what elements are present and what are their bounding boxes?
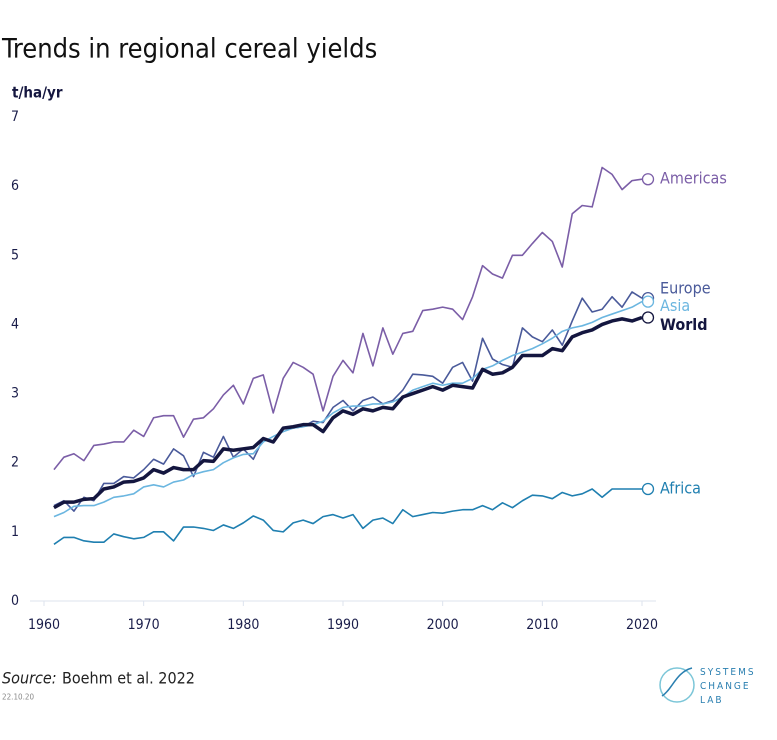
end-marker bbox=[641, 173, 655, 186]
logo: SYSTEMS CHANGE LAB bbox=[659, 667, 756, 706]
source: Boehm et al. 2022 bbox=[62, 669, 195, 688]
logo-ring bbox=[659, 667, 695, 703]
x-tick-label: 1970 bbox=[128, 617, 160, 633]
y-tick-label: 3 bbox=[11, 386, 19, 402]
series-line bbox=[53, 291, 643, 512]
series-label: Europe bbox=[660, 279, 711, 298]
x-tick-label: 1980 bbox=[227, 617, 259, 633]
y-axis-label: t/ha/yr bbox=[12, 84, 63, 102]
y-tick-label: 2 bbox=[11, 455, 19, 471]
date: 22.10.20 bbox=[2, 693, 34, 702]
series-line bbox=[53, 315, 643, 510]
chart-title: Trends in regional cereal yields bbox=[1, 34, 377, 65]
series-label: Americas bbox=[660, 169, 727, 188]
logo-text: CHANGE bbox=[700, 681, 751, 692]
y-tick-label: 0 bbox=[11, 593, 19, 609]
logo-curve bbox=[661, 667, 693, 697]
x-tick-label: 2010 bbox=[526, 617, 558, 633]
series-label: Africa bbox=[660, 478, 701, 497]
series-line bbox=[53, 166, 643, 471]
end-marker bbox=[641, 311, 655, 324]
y-tick-label: 5 bbox=[11, 247, 19, 263]
source-label: Source: bbox=[2, 669, 57, 688]
end-marker bbox=[641, 482, 655, 496]
x-tick-label: 2020 bbox=[626, 617, 658, 633]
logo-text: SYSTEMS bbox=[700, 667, 756, 678]
series-label: Asia bbox=[660, 296, 690, 315]
logo-text: LAB bbox=[700, 695, 724, 706]
x-tick-label: 1960 bbox=[28, 617, 60, 633]
y-tick-label: 1 bbox=[11, 524, 19, 540]
y-tick-label: 7 bbox=[11, 109, 19, 125]
end-marker bbox=[641, 295, 655, 308]
series-line bbox=[53, 488, 642, 545]
y-tick-label: 6 bbox=[11, 178, 19, 194]
series-line bbox=[53, 300, 643, 518]
series-label: World bbox=[660, 315, 708, 334]
y-tick-label: 4 bbox=[11, 316, 19, 332]
x-tick-label: 1990 bbox=[327, 617, 359, 633]
x-tick-label: 2000 bbox=[427, 617, 459, 633]
